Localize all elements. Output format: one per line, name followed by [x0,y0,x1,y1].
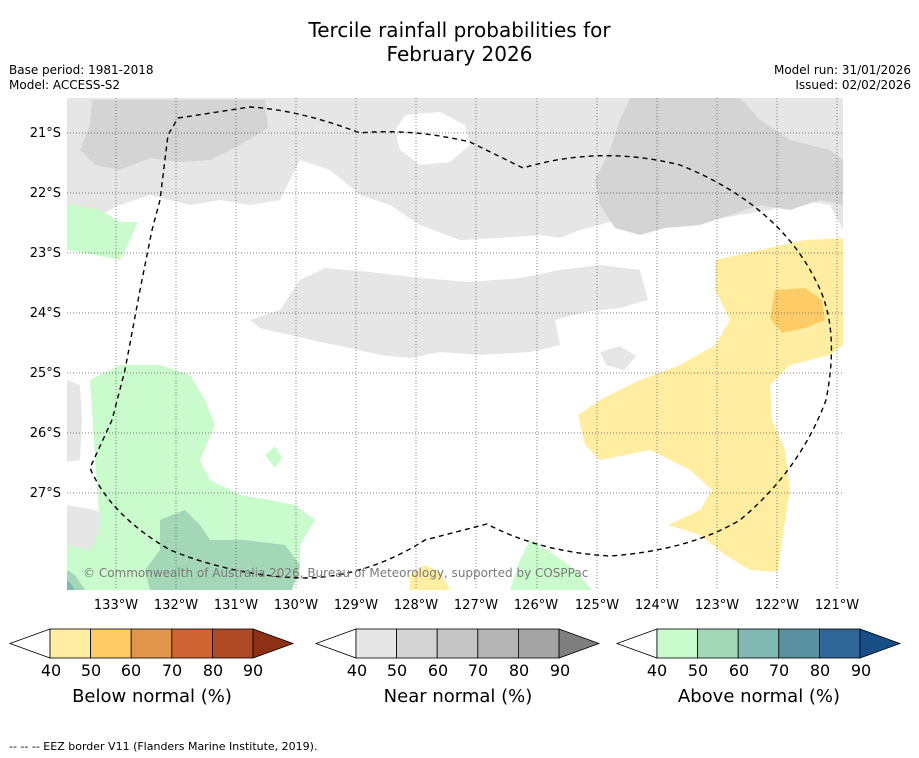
colorbar-segment [130,628,173,659]
cb-below-title: Below normal (%) [72,686,232,707]
below-normal-orange-patch [770,288,825,333]
lat-label-25s: 25°S [29,366,61,381]
colorbar-segment [49,628,91,659]
colorbar-segment [355,628,397,659]
lon-label-122w: 122°W [754,598,800,613]
above-normal-region-south [510,540,592,590]
above-normal-teal-patch [145,510,300,590]
base-period: Base period: 1981-2018 [9,63,154,77]
cb-below-tick-60: 60 [120,661,142,680]
issued-date: Issued: 02/02/2026 [795,78,911,92]
lat-label-21s: 21°S [29,126,61,141]
near-normal-region-central [250,265,648,358]
cb-below-tick-40: 40 [40,661,62,680]
cb-above-tick-40: 40 [646,661,668,680]
near-normal-small-patch [600,346,636,370]
colorbar-over-triangle [558,628,601,659]
lon-label-128w: 128°W [393,598,439,613]
near-normal-west-1 [67,380,82,462]
colorbar-segment [171,628,213,659]
lon-label-131w: 131°W [213,598,259,613]
colorbar-segment [477,628,519,659]
title-line-1: Tercile rainfall probabilities for [308,18,611,42]
colorbar-segment [90,628,132,659]
cb-above-tick-90: 90 [850,661,872,680]
lon-label-121w: 121°W [814,598,860,613]
copyright-notice: © Commonwealth of Australia 2026, Bureau… [83,566,589,580]
cb-near-title: Near normal (%) [383,686,533,707]
cb-near-tick-70: 70 [467,661,489,680]
colorbar-segment [518,628,560,659]
lon-label-123w: 123°W [694,598,740,613]
colorbar-segment [737,628,780,659]
colorbar-segment [396,628,438,659]
lon-label-129w: 129°W [333,598,379,613]
cb-near-tick-50: 50 [386,661,408,680]
colorbar-under-triangle [8,628,51,659]
model-run: Model run: 31/01/2026 [773,63,911,77]
map-title: Tercile rainfall probabilities for Febru… [0,18,919,66]
model-info: Base period: 1981-2018 Model: ACCESS-S2 [9,63,154,93]
lon-label-133w: 133°W [93,598,139,613]
cb-near-tick-80: 80 [508,661,530,680]
cb-above-tick-70: 70 [768,661,790,680]
cb-above-tick-60: 60 [728,661,750,680]
colorbar-under-triangle [615,628,658,659]
eez-border [89,106,833,579]
lat-label-24s: 24°S [29,306,61,321]
near-normal-darker-northwest [80,100,268,170]
lat-label-22s: 22°S [29,186,61,201]
colorbar-under-triangle [314,628,357,659]
colorbar-segment [656,628,698,659]
above-normal-dark-corner [67,580,75,590]
colorbar-segment [778,628,820,659]
lon-label-127w: 127°W [453,598,499,613]
lat-label-26s: 26°S [29,426,61,441]
cb-below-tick-80: 80 [202,661,224,680]
run-info: Model run: 31/01/2026 Issued: 02/02/2026 [774,63,911,93]
model-name: Model: ACCESS-S2 [9,78,121,92]
lon-label-130w: 130°W [273,598,319,613]
colorbar-segment [436,628,479,659]
map-fields [67,98,843,590]
cb-above-title: Above normal (%) [677,686,841,707]
gridlines [67,98,843,590]
cb-near-tick-40: 40 [346,661,368,680]
colorbar-segment [819,628,861,659]
below-normal-south-patch [410,565,450,590]
lat-label-27s: 27°S [29,486,61,501]
cb-near-tick-90: 90 [549,661,571,680]
lon-label-132w: 132°W [153,598,199,613]
lat-label-23s: 23°S [29,246,61,261]
colorbar-over-triangle [252,628,295,659]
cb-below-tick-90: 90 [242,661,264,680]
lon-label-124w: 124°W [634,598,680,613]
title-line-2: February 2026 [386,42,533,66]
cb-near-tick-60: 60 [427,661,449,680]
colorbar-group [8,628,902,659]
colorbar-over-triangle [859,628,902,659]
above-normal-region-northwest [67,203,138,260]
eez-footnote: -- -- -- EEZ border V11 (Flanders Marine… [9,740,318,753]
above-normal-region-southwest [67,365,315,590]
above-normal-small-dot [265,446,282,468]
colorbar-segment [697,628,739,659]
colorbar-segment [211,628,254,659]
cb-below-tick-70: 70 [161,661,183,680]
cb-above-tick-50: 50 [687,661,709,680]
lon-label-126w: 126°W [513,598,559,613]
white-gap-north [395,112,470,165]
cb-below-tick-50: 50 [80,661,102,680]
lon-label-125w: 125°W [574,598,620,613]
cb-above-tick-80: 80 [809,661,831,680]
